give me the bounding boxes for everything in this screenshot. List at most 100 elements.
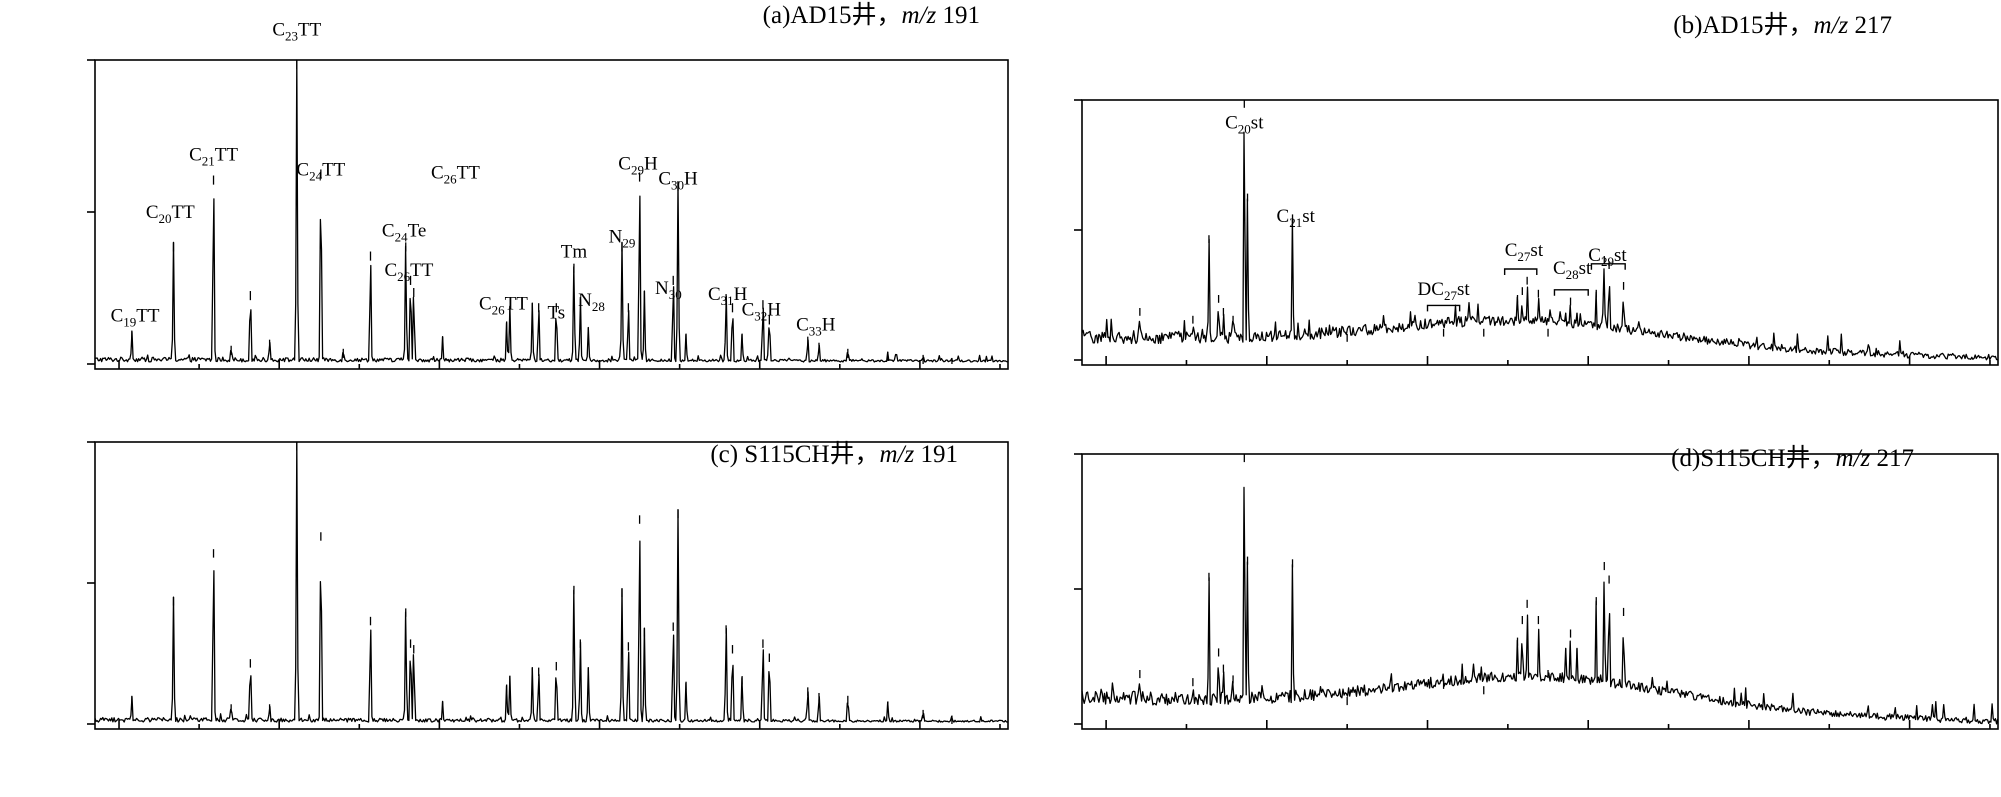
peak-label-symbol: C <box>658 169 671 190</box>
peak-label-symbol: C <box>708 284 721 305</box>
peak-label-suffix: st <box>1530 240 1543 261</box>
peak-label-subscript: 26 <box>492 302 506 317</box>
peak-label-symbol: C <box>296 160 309 181</box>
peak-label-subscript: 30 <box>669 287 682 302</box>
peak-label: C28st <box>1553 258 1592 282</box>
panel-b: (b)AD15井，m/z 217C20stC21stDC27stC27stC28… <box>1074 11 1999 366</box>
peak-label-subscript: 31 <box>721 293 734 308</box>
panel-title: (b)AD15井，m/z 217 <box>1673 11 1892 39</box>
plot-frame <box>94 441 1009 730</box>
peak-label: C19TT <box>111 305 160 329</box>
peak-label: C27st <box>1505 240 1544 264</box>
peak-label: C26TT <box>479 293 528 317</box>
peak-label-subscript: 21 <box>1289 215 1302 230</box>
peak-label: C21TT <box>189 144 238 168</box>
isomer-bracket <box>1426 304 1461 312</box>
peak-label: C20st <box>1225 113 1264 137</box>
peak-label: N30 <box>655 278 682 302</box>
peak-label-suffix: st <box>1614 245 1627 266</box>
peak-label-suffix: TT <box>505 293 529 314</box>
peak-label-symbol: C <box>189 144 202 165</box>
peak-label-subscript: 26 <box>444 172 458 187</box>
chromatogram-trace <box>1081 131 1998 361</box>
title-main: (b)AD15井， <box>1673 11 1813 39</box>
peak-label-subscript: 26 <box>397 269 411 284</box>
panel-title: (a)AD15井，m/z 191 <box>763 1 980 29</box>
peak-label-subscript: 33 <box>809 324 822 339</box>
peak-label-subscript: 20 <box>1238 122 1251 137</box>
peak-label: C23TT <box>272 20 321 44</box>
peak-label-suffix: H <box>734 284 748 305</box>
peak-label-suffix: st <box>1251 113 1264 134</box>
peak-label-symbol: N <box>578 290 592 311</box>
peak-label: DC27st <box>1418 279 1471 303</box>
title-mz: m/z <box>902 2 937 29</box>
peak-label-suffix: st <box>1457 279 1470 300</box>
peak-label-suffix: H <box>644 153 658 174</box>
plot-frame <box>1081 99 1999 366</box>
title-mass: 217 <box>1870 445 1914 472</box>
peak-label: C21st <box>1277 206 1316 230</box>
chromatogram-trace <box>94 441 1008 723</box>
peak-label-suffix: H <box>822 315 836 336</box>
peak-label-subscript: 32 <box>754 308 767 323</box>
peak-label-subscript: 27 <box>1444 288 1458 303</box>
title-mz: m/z <box>1814 12 1849 39</box>
peak-label-subscript: 28 <box>1566 267 1579 282</box>
peak-label: Ts <box>547 302 565 323</box>
peak-label-subscript: 24 <box>395 229 409 244</box>
peak-label: C32H <box>742 299 782 323</box>
peak-label-subscript: 27 <box>1517 249 1531 264</box>
peak-label-subscript: 21 <box>202 153 215 168</box>
peak-label-symbol: N <box>655 278 669 299</box>
peak-label-symbol: C <box>384 260 397 281</box>
peak-label-suffix: TT <box>457 163 481 184</box>
peak-label: N29 <box>609 226 636 250</box>
isomer-bracket <box>1553 289 1589 296</box>
peak-label: C26TT <box>431 163 480 187</box>
peak-label-symbol: N <box>609 226 623 247</box>
title-main: (c) S115CH井， <box>710 440 879 468</box>
peak-label-symbol: C <box>1553 258 1566 279</box>
peak-label: C33H <box>796 315 836 339</box>
plot-frame <box>1081 453 1999 730</box>
panel-a: (a)AD15井，m/z 191C19TTC20TTC21TTC23TTC24T… <box>87 1 1009 370</box>
peak-label: C29st <box>1588 245 1627 269</box>
peak-label-symbol: C <box>272 20 285 41</box>
peak-label-symbol: C <box>431 163 444 184</box>
peak-label-subscript: 23 <box>285 29 298 44</box>
peak-label-suffix: st <box>1302 206 1315 227</box>
title-mz: m/z <box>880 441 915 468</box>
panel-c: (c) S115CH井，m/z 191 <box>87 440 1009 730</box>
isomer-bracket <box>1590 263 1626 270</box>
peak-label-suffix: TT <box>410 260 434 281</box>
peak-label: Tm <box>561 242 588 263</box>
peak-label-symbol: C <box>111 305 124 326</box>
plot-frame <box>94 59 1009 370</box>
peak-label-subscript: 20 <box>159 211 172 226</box>
peak-label: C24Te <box>382 220 426 244</box>
panel-title: (c) S115CH井，m/z 191 <box>710 440 958 468</box>
peak-label-subscript: 29 <box>1601 254 1614 269</box>
peak-label-symbol: C <box>742 299 755 320</box>
peak-label-suffix: Tm <box>561 242 588 263</box>
title-mz: m/z <box>1836 445 1871 472</box>
peak-label: N28 <box>578 290 605 314</box>
peak-label-suffix: TT <box>298 20 322 41</box>
chromatogram-trace <box>94 59 1008 363</box>
peak-label: C20TT <box>146 202 195 226</box>
peak-label-symbol: C <box>796 315 809 336</box>
peak-label-suffix: H <box>684 169 698 190</box>
peak-label: C29H <box>618 153 658 177</box>
peak-label-symbol: C <box>618 153 631 174</box>
peak-label-symbol: C <box>1588 245 1601 266</box>
peak-label-symbol: C <box>1505 240 1518 261</box>
peak-label-suffix: TT <box>322 160 346 181</box>
peak-label-subscript: 28 <box>592 299 605 314</box>
peak-label-symbol: C <box>1277 206 1290 227</box>
peak-label-symbol: C <box>146 202 159 223</box>
peak-label-suffix: TT <box>136 305 160 326</box>
peak-label-suffix: TT <box>172 202 196 223</box>
peak-label: C30H <box>658 169 698 193</box>
panel-d: (d)S115CH井，m/z 217 <box>1074 444 1999 730</box>
